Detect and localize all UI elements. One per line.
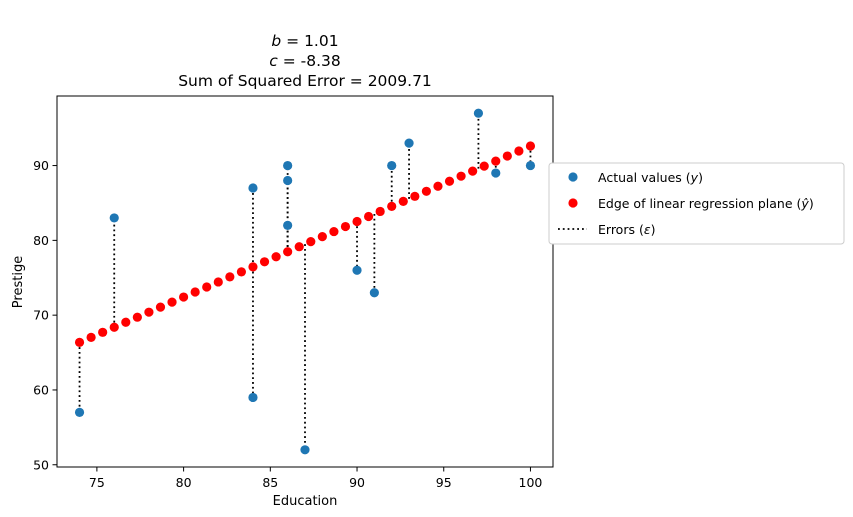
- fitted-point: [329, 226, 339, 237]
- title-line-c: c = -8.38: [269, 52, 340, 70]
- fitted-point: [190, 287, 200, 297]
- actual-point: [491, 168, 501, 178]
- fitted-point: [398, 196, 408, 206]
- fitted-point: [514, 146, 524, 156]
- x-axis: 75 80 85 90 95 100: [89, 467, 542, 490]
- fitted-point: [259, 257, 270, 267]
- legend-fitted-marker: [568, 198, 578, 208]
- y-tick-label: 50: [33, 457, 49, 472]
- fitted-point: [109, 322, 119, 332]
- x-axis-label: Education: [273, 494, 338, 509]
- fitted-point: [421, 186, 431, 196]
- fitted-point: [294, 242, 304, 252]
- x-tick-label: 85: [262, 475, 278, 490]
- title-line-sse: Sum of Squared Error = 2009.71: [178, 72, 432, 90]
- fitted-points: [74, 141, 536, 347]
- fitted-point: [468, 166, 478, 176]
- y-tick-label: 60: [33, 382, 49, 397]
- y-tick-label: 80: [33, 233, 49, 248]
- fitted-point: [144, 307, 154, 317]
- error-lines: [78, 113, 532, 450]
- y-axis: 50 60 70 80 90: [33, 158, 57, 472]
- fitted-point: [132, 312, 142, 322]
- fitted-point: [387, 201, 397, 212]
- fitted-point: [317, 232, 327, 242]
- fitted-point: [444, 176, 455, 186]
- fitted-point: [306, 237, 316, 247]
- legend-fitted-label: Edge of linear regression plane (ŷ): [598, 196, 814, 211]
- fitted-point: [433, 181, 443, 191]
- chart-title: b = 1.01 c = -8.38 Sum of Squared Error …: [178, 32, 432, 90]
- title-line-b: b = 1.01: [271, 32, 338, 50]
- actual-point: [300, 445, 310, 455]
- actual-point: [473, 108, 484, 118]
- actual-point: [74, 407, 85, 417]
- fitted-point: [352, 216, 362, 227]
- fitted-point: [121, 317, 131, 327]
- fitted-point: [363, 211, 374, 222]
- actual-point: [283, 160, 293, 171]
- fitted-point: [202, 282, 212, 292]
- actual-point: [109, 213, 119, 223]
- legend-actual-marker: [568, 172, 578, 182]
- actual-point: [525, 160, 536, 171]
- x-tick-label: 95: [436, 475, 452, 490]
- fitted-point: [248, 262, 258, 272]
- fitted-point: [502, 151, 512, 161]
- fitted-point: [491, 156, 501, 166]
- fitted-point: [340, 221, 351, 232]
- y-tick-label: 70: [33, 308, 49, 323]
- fitted-point: [98, 327, 108, 337]
- actual-point: [387, 160, 397, 171]
- x-tick-label: 90: [349, 475, 365, 490]
- fitted-point: [86, 332, 96, 342]
- x-tick-label: 75: [89, 475, 105, 490]
- fitted-point: [479, 161, 489, 171]
- fitted-point: [525, 141, 536, 151]
- y-axis-label: Prestige: [11, 256, 26, 308]
- fitted-point: [271, 252, 281, 262]
- actual-point: [369, 288, 379, 298]
- fitted-point: [74, 337, 85, 347]
- fitted-point: [236, 267, 247, 277]
- plot-frame: [56, 95, 554, 468]
- legend-errors-label: Errors (ε): [598, 222, 656, 237]
- actual-point: [404, 138, 414, 148]
- y-tick-label: 90: [33, 158, 49, 173]
- fitted-point: [213, 277, 223, 287]
- fitted-point: [225, 272, 235, 282]
- fitted-point: [410, 191, 420, 201]
- x-tick-label: 80: [176, 475, 192, 490]
- legend: Actual values (y) Edge of linear regress…: [548, 162, 845, 245]
- actual-point: [283, 175, 293, 186]
- fitted-point: [283, 247, 293, 257]
- legend-frame: [548, 162, 845, 245]
- x-tick-label: 100: [519, 475, 543, 490]
- legend-actual-label: Actual values (y): [598, 170, 703, 185]
- fitted-point: [179, 292, 189, 302]
- fitted-point: [155, 302, 166, 312]
- actual-point: [248, 183, 258, 193]
- actual-point: [352, 265, 362, 275]
- fitted-point: [167, 297, 177, 307]
- actual-point: [248, 392, 258, 403]
- fitted-point: [456, 171, 466, 181]
- actual-points: [74, 108, 536, 455]
- actual-point: [283, 220, 293, 231]
- fitted-point: [375, 206, 385, 217]
